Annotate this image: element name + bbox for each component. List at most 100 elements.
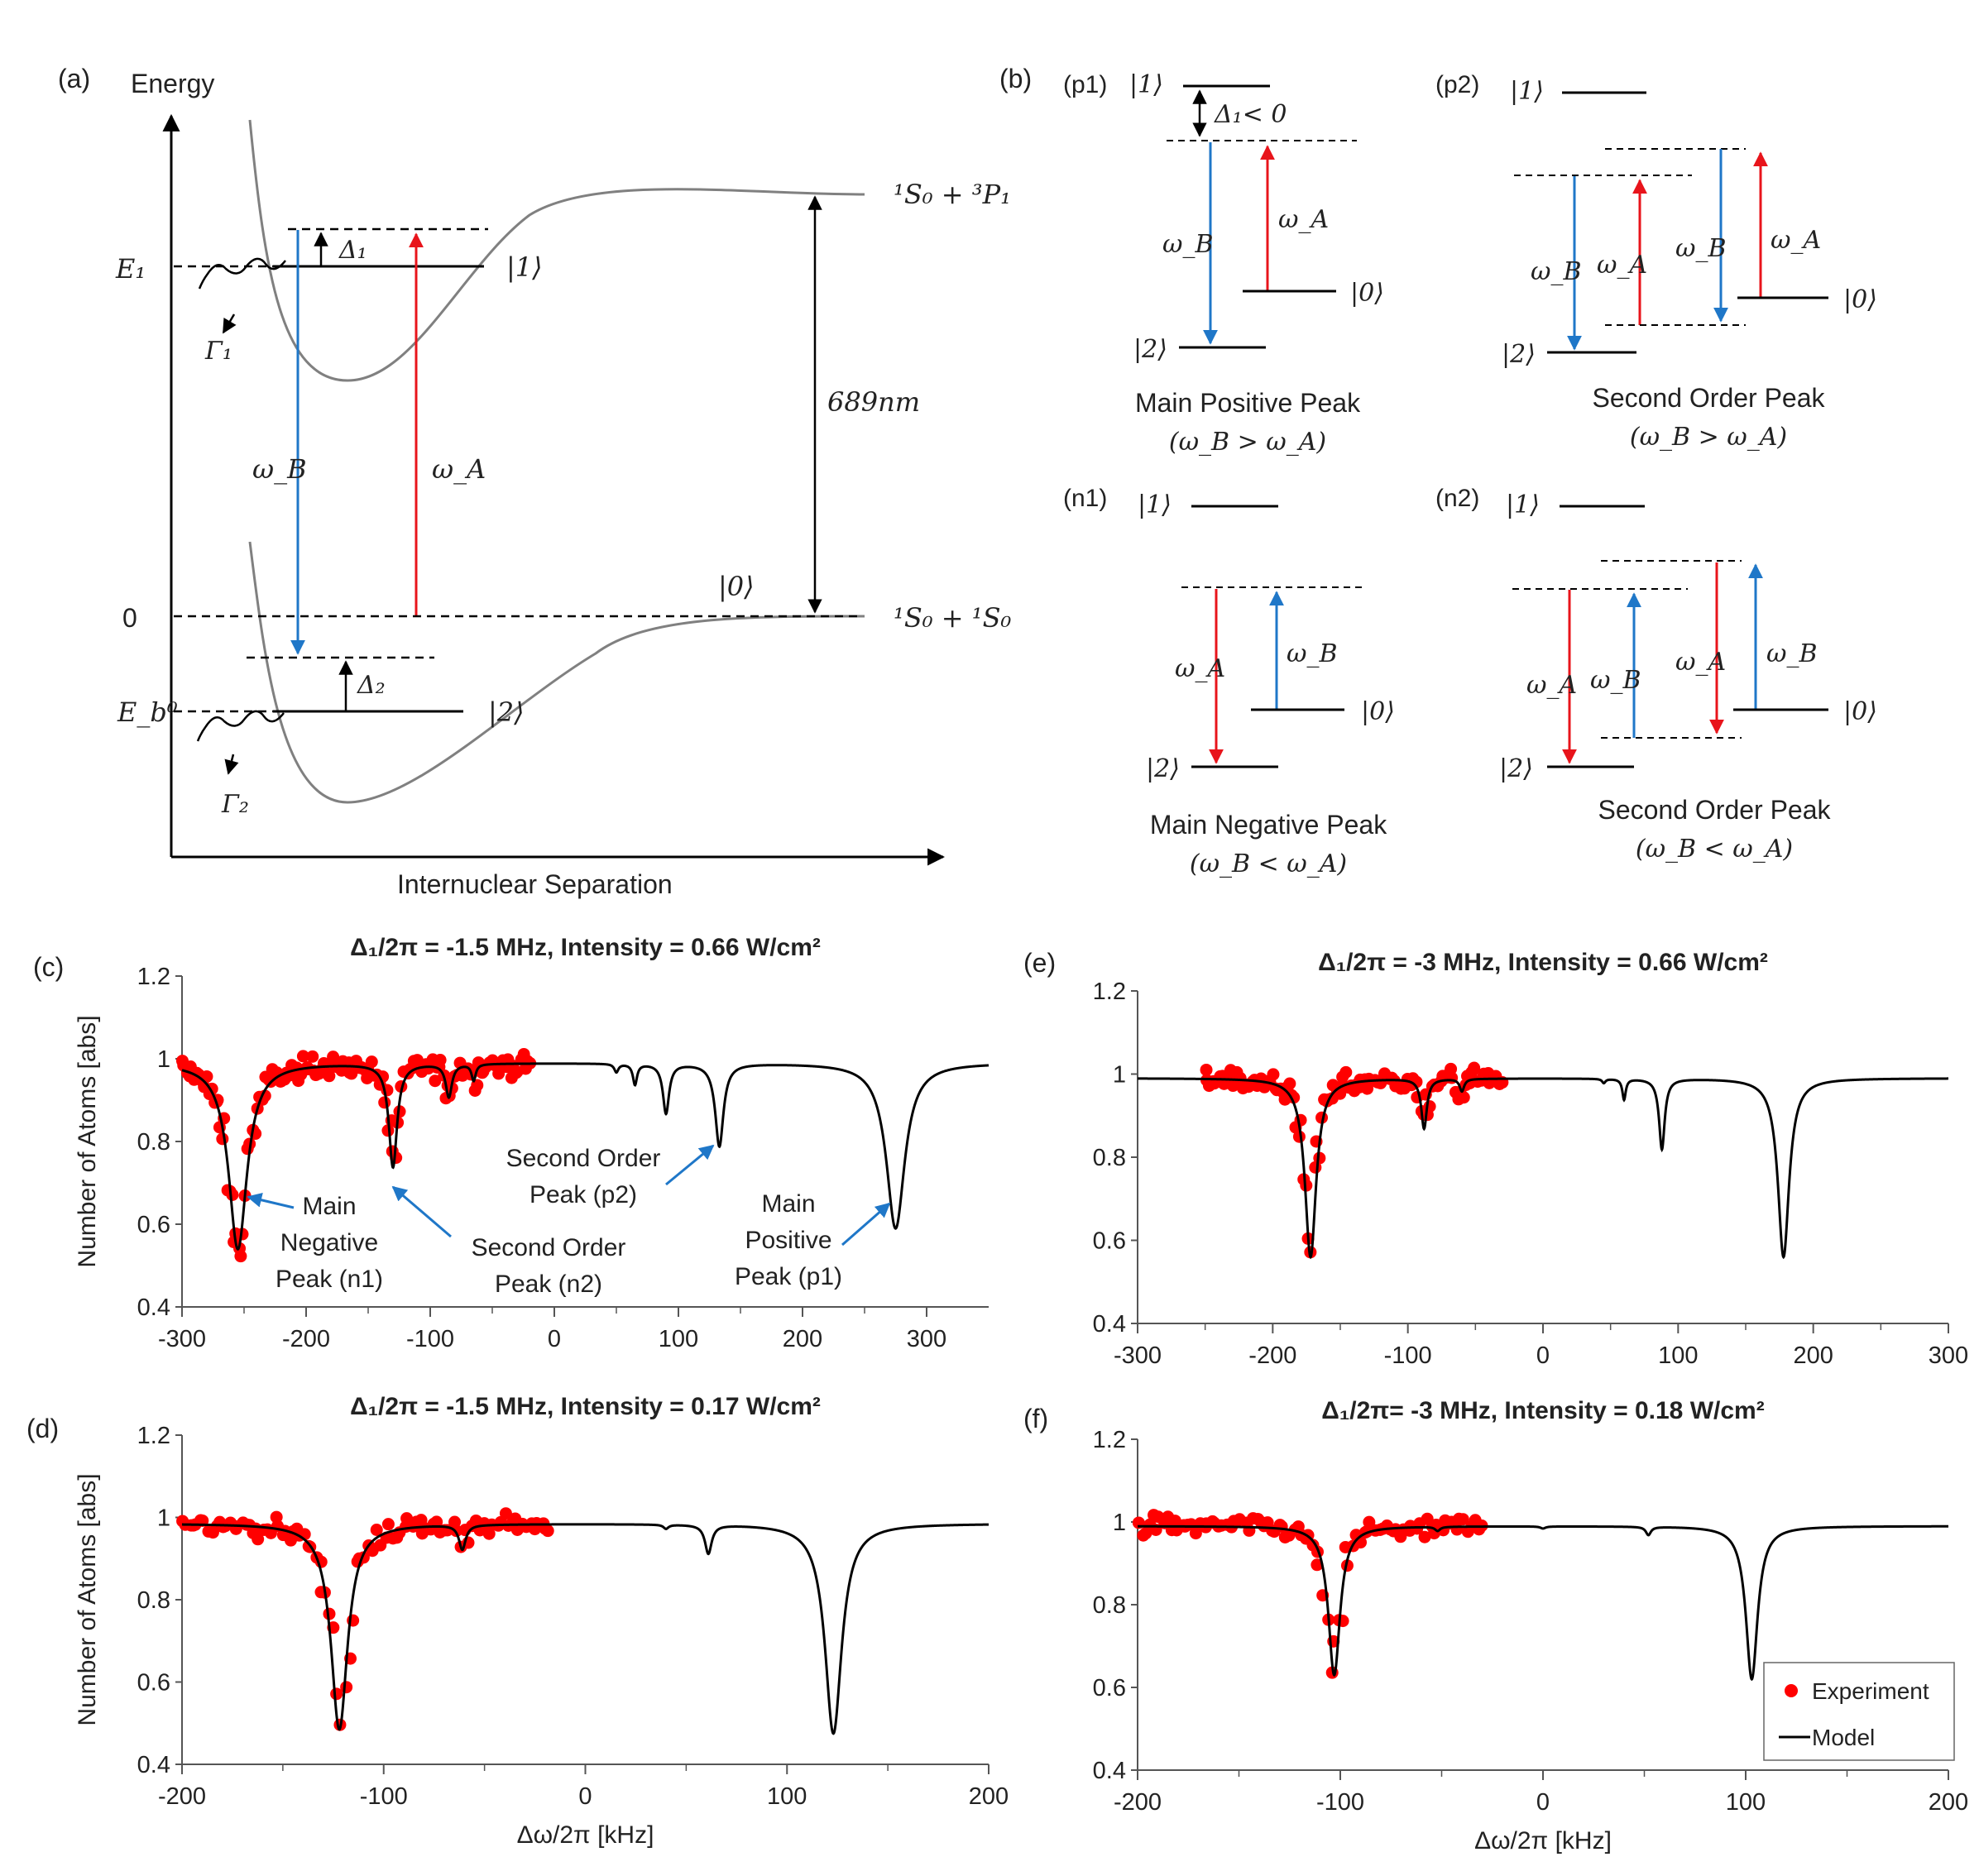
diagram-n1: (n1) |1⟩ ω_A ω_B |0⟩ |2⟩ Main Negative P…: [1063, 485, 1395, 878]
n1-omegaB-label: ω_B: [1287, 639, 1338, 668]
panel-b: (b) (p1) |1⟩ Δ₁< 0 ω_B ω_A |0⟩ |2⟩ Main …: [999, 64, 1877, 878]
experiment-point: [323, 1607, 336, 1620]
p1-state1: |1⟩: [1129, 70, 1163, 99]
annot-n2-line1: Second Order: [472, 1234, 626, 1261]
x-tick-label: -100: [1316, 1789, 1364, 1816]
experiment-point: [1189, 1527, 1202, 1540]
x-tick-label: 300: [907, 1326, 946, 1352]
y-tick-label: 1: [157, 1046, 170, 1073]
n2-tag: (n2): [1435, 485, 1479, 512]
chart-title: Δ₁/2π = -1.5 MHz, Intensity = 0.66 W/cm²: [350, 934, 821, 961]
panel-a: (a) Energy Internuclear Separation Δ₁ E₁…: [58, 64, 1011, 899]
y-tick-label: 0.8: [137, 1587, 170, 1614]
annot-n1-arrow: [247, 1192, 295, 1209]
n1-state2: |2⟩: [1146, 754, 1180, 783]
annotations-c: Main Negative Peak (n1) Second Order Pea…: [247, 1144, 891, 1298]
state1-label: |1⟩: [506, 251, 543, 283]
y-tick-label: 1: [157, 1505, 170, 1532]
y-axis-label: Number of Atoms [abs]: [74, 1015, 101, 1267]
panel-label-e: (e): [1023, 948, 1056, 978]
asymptote-upper-label: ¹S₀ + ³P₁: [894, 179, 1011, 210]
annot-p2-arrow: [665, 1144, 715, 1186]
y-tick-label: 1.2: [1093, 1427, 1126, 1453]
x-tick-label: 100: [659, 1326, 698, 1352]
p1-state0: |0⟩: [1350, 279, 1384, 308]
experiment-point: [1283, 1077, 1296, 1090]
p2-state2: |2⟩: [1502, 340, 1536, 369]
p2-omegaB1-label: ω_B: [1531, 257, 1582, 286]
x-tick-label: -100: [360, 1783, 408, 1810]
chart-title: Δ₁/2π = -1.5 MHz, Intensity = 0.17 W/cm²: [350, 1393, 821, 1420]
n1-state0: |0⟩: [1361, 697, 1395, 726]
x-tick-label: 100: [767, 1783, 807, 1810]
model-curve: [182, 1523, 989, 1735]
x-tick-label: 0: [548, 1326, 561, 1352]
gamma1-label: Γ₁: [204, 337, 232, 366]
legend: Experiment Model: [1763, 1662, 1955, 1761]
experiment-point: [1339, 1065, 1353, 1079]
n1-omegaA-label: ω_A: [1175, 654, 1225, 683]
experiment-point: [234, 1250, 247, 1263]
n2-condition: (ω_B < ω_A): [1636, 835, 1793, 864]
y-tick-label: 1: [1113, 1062, 1126, 1089]
experiment-point: [365, 1055, 378, 1069]
x-axis-label: Δω/2π [kHz]: [517, 1821, 654, 1849]
delta1-label: Δ₁: [338, 236, 367, 265]
p2-state1: |1⟩: [1510, 77, 1544, 106]
experiment-point: [296, 1050, 309, 1063]
n2-omegaB1-label: ω_B: [1590, 666, 1641, 695]
n2-omegaB2-label: ω_B: [1766, 639, 1818, 668]
x-tick-label: -200: [1248, 1342, 1296, 1369]
omegaB-label: ω_B: [252, 453, 307, 485]
n2-state2: |2⟩: [1499, 754, 1533, 783]
p1-omegaA-label: ω_A: [1278, 205, 1329, 234]
x-tick-label: 200: [969, 1783, 1009, 1810]
x-tick-label: -200: [282, 1326, 330, 1352]
experiment-point: [381, 1518, 395, 1531]
gamma2-label: Γ₂: [221, 790, 249, 819]
experiment-point: [327, 1050, 340, 1064]
p2-tag: (p2): [1435, 71, 1479, 98]
state2-label: |2⟩: [488, 696, 525, 728]
experiment-point: [252, 1533, 265, 1546]
annot-n1-line3: Peak (n1): [276, 1266, 383, 1293]
experiment-point: [1418, 1530, 1431, 1543]
p1-tag: (p1): [1063, 71, 1107, 98]
y-axis-label: Number of Atoms [abs]: [74, 1473, 101, 1725]
diagram-p1: (p1) |1⟩ Δ₁< 0 ω_B ω_A |0⟩ |2⟩ Main Posi…: [1063, 70, 1384, 457]
experiment-point: [378, 1096, 391, 1109]
experiment-point: [376, 1070, 390, 1084]
annot-n2-arrow: [391, 1185, 452, 1238]
model-curve: [1138, 1524, 1948, 1682]
experiment-point: [1363, 1515, 1376, 1529]
y-tick-label: 0.4: [137, 1752, 170, 1778]
x-tick-label: -200: [1114, 1789, 1162, 1816]
n2-state0: |0⟩: [1843, 697, 1877, 726]
y-tick-label: 0.4: [1093, 1758, 1126, 1784]
annot-p1-arrow: [841, 1202, 891, 1247]
p2-omegaA1-label: ω_A: [1597, 251, 1647, 280]
y-tick-label: 1.2: [1093, 979, 1126, 1005]
chart-panel-d: Δ₁/2π = -1.5 MHz, Intensity = 0.17 W/cm²…: [74, 1393, 1009, 1849]
experiment-point: [1456, 1513, 1469, 1526]
y-tick-label: 1: [1113, 1510, 1126, 1536]
asymptote-lower-label: ¹S₀ + ¹S₀: [894, 602, 1011, 634]
annot-p1-line3: Peak (p1): [735, 1263, 842, 1290]
y-tick-label: 0.8: [1093, 1592, 1126, 1619]
state0-label: |0⟩: [718, 571, 755, 602]
e1-label: E₁: [115, 253, 146, 285]
separation-axis-label: Internuclear Separation: [397, 869, 673, 899]
n2-omegaA2-label: ω_A: [1675, 648, 1726, 677]
chart-panel-e: Δ₁/2π = -3 MHz, Intensity = 0.66 W/cm² 0.…: [1093, 949, 1969, 1369]
n1-condition: (ω_B < ω_A): [1190, 849, 1347, 878]
panel-label-c: (c): [33, 952, 64, 982]
p1-delta-label: Δ₁< 0: [1214, 100, 1287, 129]
experiment-point: [430, 1515, 443, 1529]
p2-state0: |0⟩: [1843, 285, 1877, 314]
x-tick-label: 0: [578, 1783, 592, 1810]
x-tick-label: 0: [1536, 1342, 1550, 1369]
gamma2-arrow: [224, 754, 239, 775]
annot-n1-line1: Main: [302, 1193, 356, 1220]
panel-label-b: (b): [999, 64, 1032, 93]
legend-experiment-marker: [1785, 1684, 1798, 1697]
